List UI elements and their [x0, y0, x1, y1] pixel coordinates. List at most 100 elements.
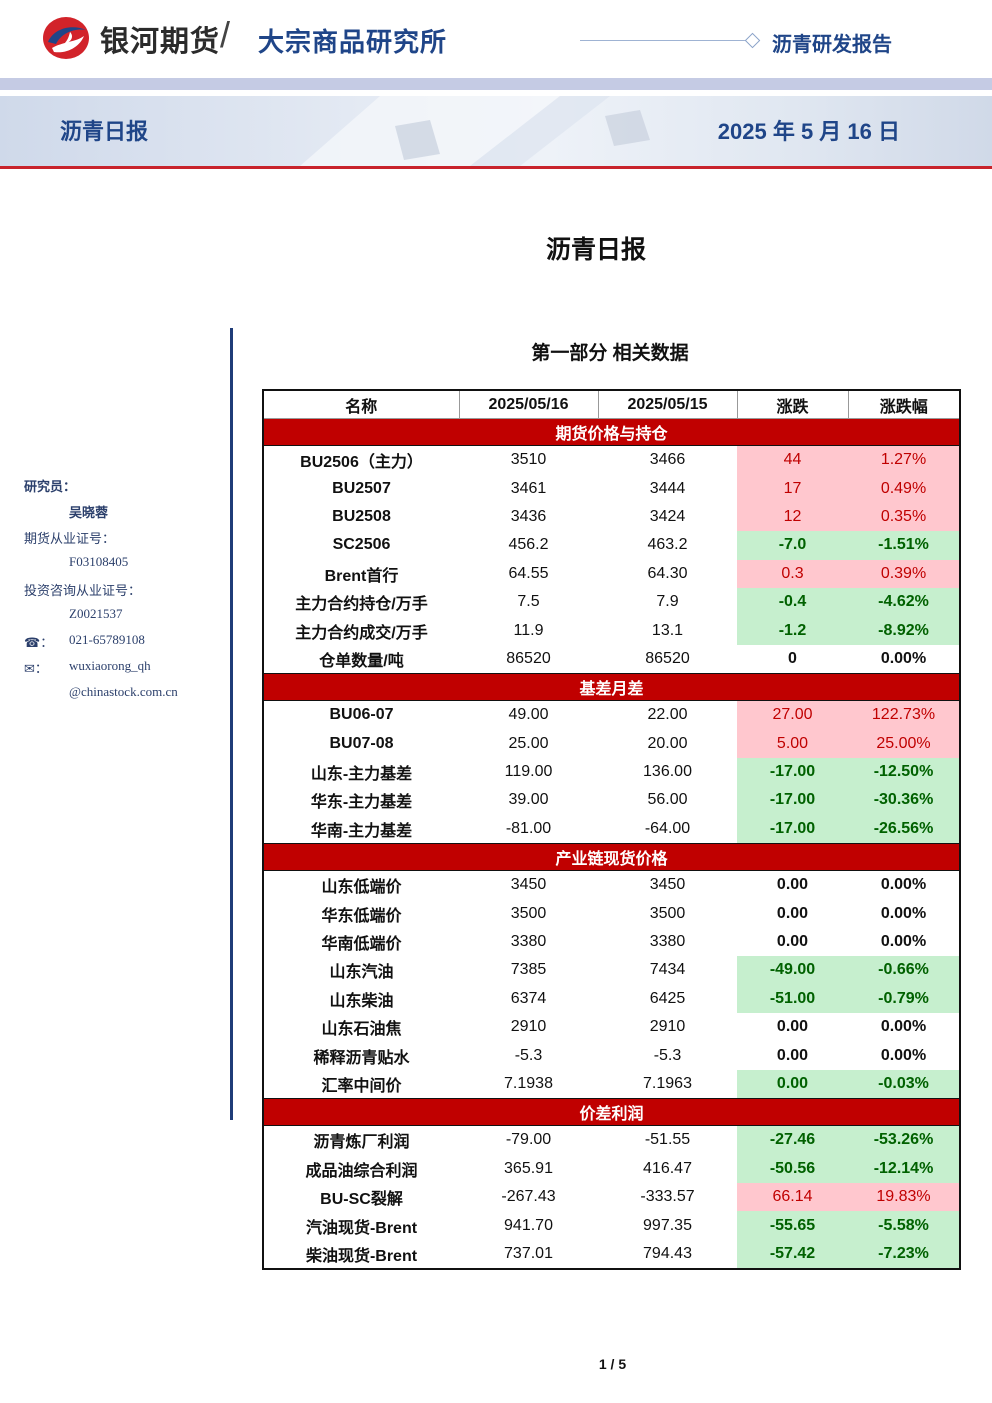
- row-change: 0: [788, 649, 797, 667]
- row-value-previous: 22.00: [647, 706, 688, 724]
- row-name: 山东石油焦: [321, 1021, 402, 1039]
- row-change: -57.42: [737, 1239, 848, 1270]
- row-name: 汽油现货-Brent: [305, 1219, 418, 1237]
- row-value-current: 2910: [510, 1018, 547, 1036]
- row-name: Brent首行: [324, 567, 399, 585]
- row-change-pct: -0.79%: [848, 984, 960, 1014]
- row-value-previous: 3450: [649, 876, 686, 894]
- row-value-previous: 136.00: [643, 763, 692, 781]
- row-change: -1.2: [737, 616, 848, 645]
- row-value-previous: -333.57: [640, 1188, 695, 1206]
- group-title: 价差利润: [263, 1098, 960, 1127]
- row-change-pct: -8.92%: [848, 616, 960, 645]
- table-row: BU07-08 25.00 20.00 5.00 25.00%: [263, 729, 960, 758]
- row-name: 华南低端价: [321, 936, 402, 954]
- row-value-current: -267.43: [501, 1188, 556, 1206]
- table-row: 华东-主力基差 39.00 56.00 -17.00 -30.36%: [263, 786, 960, 815]
- row-change-pct: -5.58%: [848, 1211, 960, 1240]
- email-line-2[interactable]: @chinastock.com.cn: [69, 684, 178, 699]
- row-name: 华东-主力基差: [310, 794, 413, 812]
- row-change: 44: [737, 445, 848, 475]
- row-value-previous: 7434: [649, 961, 686, 979]
- row-name: 主力合约持仓/万手: [295, 596, 428, 614]
- row-value-previous: 86520: [645, 649, 690, 667]
- table-row: 汇率中间价 7.1938 7.1963 0.00 -0.03%: [263, 1069, 960, 1099]
- row-value-current: 3380: [510, 933, 547, 951]
- row-name: SC2506: [332, 536, 391, 554]
- row-change: 0.00: [776, 876, 809, 894]
- group-title: 期货价格与持仓: [263, 418, 960, 446]
- table-row: 仓单数量/吨 86520 86520 0 0.00%: [263, 645, 960, 674]
- row-name: BU06-07: [329, 706, 394, 724]
- row-value-current: 3450: [510, 876, 547, 894]
- row-change-pct: 0.00%: [880, 1018, 927, 1036]
- group-header-row: 产业链现货价格: [263, 843, 960, 872]
- row-value-previous: 2910: [649, 1018, 686, 1036]
- table-row: BU2506（主力） 3510 3466 44 1.27%: [263, 445, 960, 475]
- row-value-current: 7385: [510, 961, 547, 979]
- report-date: 2025 年 5 月 16 日: [717, 119, 900, 144]
- row-name: BU-SC裂解: [320, 1191, 403, 1209]
- banner-decoration: [300, 96, 650, 166]
- row-value-current: 365.91: [504, 1159, 553, 1177]
- row-change-pct: -12.14%: [848, 1154, 960, 1183]
- title-banner: 沥青日报 2025 年 5 月 16 日: [0, 96, 992, 166]
- row-value-previous: -5.3: [653, 1046, 682, 1064]
- row-change: -17.00: [737, 757, 848, 787]
- group-header-row: 期货价格与持仓: [263, 418, 960, 446]
- row-name: 山东低端价: [321, 879, 402, 897]
- header-name: 名称: [262, 389, 460, 419]
- phone-icon: ☎：: [24, 635, 54, 650]
- row-name: 稀释沥青贴水: [313, 1049, 410, 1067]
- row-change: -0.4: [737, 587, 848, 617]
- table-row: 山东柴油 6374 6425 -51.00 -0.79%: [263, 984, 960, 1014]
- row-value-previous: 3444: [649, 479, 686, 497]
- row-value-previous: 13.1: [651, 621, 684, 639]
- row-name: 成品油综合利润: [305, 1162, 418, 1180]
- row-change-pct: 0.00%: [880, 933, 927, 951]
- row-change-pct: -30.36%: [848, 786, 960, 815]
- row-value-previous: 7.9: [656, 593, 679, 611]
- email-line-1[interactable]: wuxiaorong_qh: [69, 658, 151, 673]
- row-change-pct: 19.83%: [848, 1182, 960, 1212]
- table-row: 山东石油焦 2910 2910 0.00 0.00%: [263, 1013, 960, 1041]
- row-change: 12: [737, 502, 848, 532]
- futures-cert-label: 期货从业证号：: [24, 531, 116, 546]
- row-name: 山东-主力基差: [310, 766, 413, 784]
- group-title: 产业链现货价格: [263, 843, 960, 872]
- row-change: -51.00: [737, 984, 848, 1014]
- row-change-pct: 0.00%: [880, 876, 927, 894]
- row-change: -17.00: [737, 814, 848, 844]
- row-change: -17.00: [737, 786, 848, 815]
- row-value-current: 64.55: [508, 564, 549, 582]
- row-change: 0.00: [737, 1069, 848, 1099]
- row-value-current: 3510: [510, 451, 547, 469]
- row-value-current: 49.00: [508, 706, 549, 724]
- table-row: BU-SC裂解 -267.43 -333.57 66.14 19.83%: [263, 1182, 960, 1212]
- banner-title: 沥青日报: [60, 119, 149, 144]
- row-change-pct: 0.35%: [848, 502, 960, 532]
- row-value-previous: 3500: [649, 904, 686, 922]
- table-row: Brent首行 64.55 64.30 0.3 0.39%: [263, 559, 960, 588]
- table-row: 华南低端价 3380 3380 0.00 0.00%: [263, 928, 960, 956]
- row-name: 山东汽油: [329, 964, 394, 982]
- table-row: 沥青炼厂利润 -79.00 -51.55 -27.46 -53.26%: [263, 1125, 960, 1155]
- row-change: 5.00: [737, 729, 848, 758]
- section-title: 第一部分 相关数据: [531, 343, 689, 364]
- row-value-previous: -64.00: [644, 819, 691, 837]
- table-row: 汽油现货-Brent 941.70 997.35 -55.65 -5.58%: [263, 1211, 960, 1240]
- table-row: 稀释沥青贴水 -5.3 -5.3 0.00 0.00%: [263, 1041, 960, 1069]
- row-change: 0.00: [776, 904, 809, 922]
- row-change-pct: 0.00%: [880, 1046, 927, 1064]
- row-name: 柴油现货-Brent: [305, 1247, 418, 1265]
- header-change: 涨跌: [736, 389, 849, 419]
- institute-name: 大宗商品研究所: [258, 27, 448, 57]
- row-change: 66.14: [737, 1182, 848, 1212]
- header-change-pct: 涨跌幅: [847, 389, 961, 419]
- row-name: 主力合约成交/万手: [295, 624, 428, 642]
- row-change: -50.56: [737, 1154, 848, 1183]
- row-change-pct: 1.27%: [848, 445, 960, 475]
- row-value-previous: 794.43: [643, 1244, 692, 1262]
- row-change-pct: -1.51%: [848, 531, 960, 560]
- group-title: 基差月差: [263, 673, 960, 702]
